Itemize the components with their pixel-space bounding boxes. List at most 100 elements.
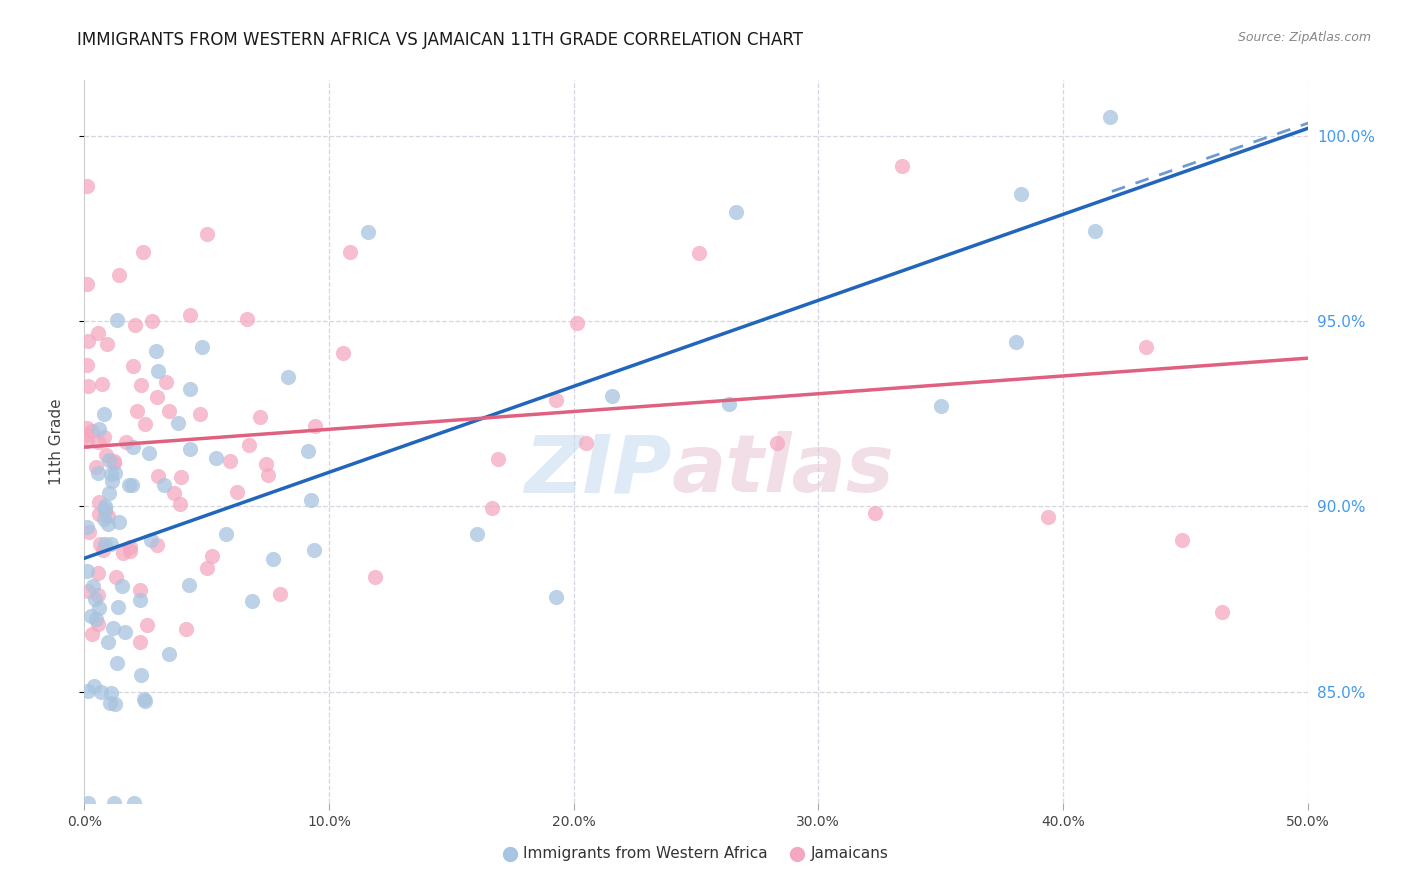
Point [91, 542, 114, 557]
Point [304, 419, 326, 434]
Point [98, 696, 121, 710]
Point [94, 536, 117, 550]
Point [174, 622, 197, 636]
Point [179, 382, 201, 396]
Point [481, 501, 503, 516]
Point [132, 692, 155, 706]
Point [1005, 334, 1028, 349]
Point [103, 453, 125, 467]
Point [97, 516, 120, 531]
Point [87, 601, 110, 615]
Point [256, 468, 278, 483]
Point [567, 316, 589, 330]
Point [76, 584, 98, 599]
Point [105, 570, 128, 584]
Point [97, 509, 120, 524]
Point [97, 485, 120, 500]
Point [146, 364, 169, 378]
Point [688, 246, 710, 260]
Point [87, 566, 110, 581]
Point [129, 635, 152, 649]
Point [93, 430, 115, 444]
Point [108, 268, 131, 283]
Point [79, 525, 101, 540]
Point [100, 467, 122, 482]
Point [114, 624, 136, 639]
Legend: Immigrants from Western Africa, Jamaicans: Immigrants from Western Africa, Jamaican… [498, 840, 894, 867]
Point [122, 440, 145, 454]
Point [146, 469, 169, 483]
Point [205, 450, 228, 465]
Point [76, 421, 98, 435]
Point [145, 344, 167, 359]
Point [139, 533, 162, 547]
Point [104, 466, 127, 480]
Point [76, 179, 98, 194]
Point [100, 686, 122, 700]
Point [242, 594, 264, 608]
Point [191, 340, 214, 354]
Point [299, 492, 322, 507]
Point [332, 346, 354, 360]
Point [134, 694, 156, 708]
Point [575, 436, 598, 450]
Point [87, 494, 110, 508]
Point [114, 435, 136, 450]
Point [129, 668, 152, 682]
Point [262, 552, 284, 566]
Point [546, 591, 568, 605]
Point [125, 404, 148, 418]
Point [170, 470, 193, 484]
Point [90, 685, 112, 699]
Point [97, 635, 120, 649]
Point [76, 684, 98, 698]
Point [600, 389, 623, 403]
Point [467, 527, 489, 541]
Point [297, 444, 319, 458]
Point [101, 475, 124, 489]
Point [82, 580, 104, 594]
Point [357, 225, 380, 239]
Point [83, 679, 105, 693]
Point [76, 334, 98, 348]
Point [86, 588, 108, 602]
Point [195, 561, 218, 575]
Point [863, 506, 886, 520]
Point [93, 407, 115, 421]
Point [87, 467, 110, 481]
Y-axis label: 11th Grade: 11th Grade [49, 398, 63, 485]
Text: atlas: atlas [672, 432, 894, 509]
Point [118, 544, 141, 558]
Point [238, 438, 260, 452]
Point [76, 520, 98, 534]
Point [93, 499, 115, 513]
Point [118, 478, 141, 492]
Point [1084, 224, 1107, 238]
Point [76, 796, 98, 810]
Point [112, 546, 135, 560]
Text: ZIP: ZIP [524, 432, 672, 509]
Point [155, 376, 177, 390]
Point [215, 526, 238, 541]
Point [1135, 340, 1157, 354]
Point [129, 583, 152, 598]
Point [254, 457, 277, 471]
Point [136, 618, 159, 632]
Point [121, 477, 143, 491]
Point [86, 617, 108, 632]
Point [201, 549, 224, 564]
Point [146, 390, 169, 404]
Point [94, 502, 117, 516]
Point [124, 318, 146, 332]
Point [103, 456, 125, 470]
Point [1171, 533, 1194, 548]
Point [89, 537, 111, 551]
Point [94, 448, 117, 462]
Point [129, 593, 152, 607]
Text: Source: ZipAtlas.com: Source: ZipAtlas.com [1237, 31, 1371, 45]
Point [120, 541, 142, 555]
Point [179, 308, 201, 322]
Point [249, 410, 271, 425]
Point [1036, 510, 1059, 524]
Text: IMMIGRANTS FROM WESTERN AFRICA VS JAMAICAN 11TH GRADE CORRELATION CHART: IMMIGRANTS FROM WESTERN AFRICA VS JAMAIC… [77, 31, 803, 49]
